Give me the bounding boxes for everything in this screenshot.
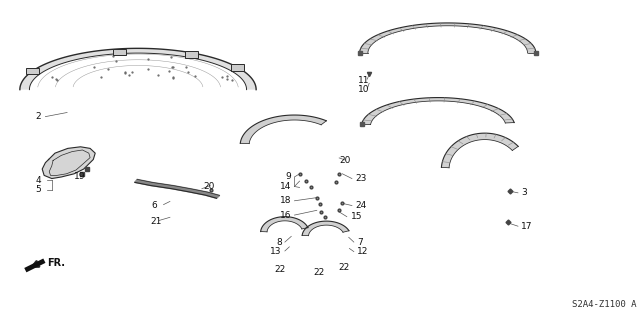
Polygon shape xyxy=(240,115,326,144)
Text: 7: 7 xyxy=(357,238,363,247)
Text: 6: 6 xyxy=(151,201,157,210)
Text: 17: 17 xyxy=(521,222,532,231)
Polygon shape xyxy=(42,147,95,179)
Text: 9: 9 xyxy=(285,173,291,182)
Text: 12: 12 xyxy=(357,247,369,256)
Polygon shape xyxy=(362,98,514,124)
Text: 22: 22 xyxy=(339,263,350,272)
Polygon shape xyxy=(360,23,536,53)
Polygon shape xyxy=(442,133,518,168)
Text: 24: 24 xyxy=(355,201,366,210)
Text: 19: 19 xyxy=(74,173,86,182)
Text: 11: 11 xyxy=(358,76,369,85)
Text: 4: 4 xyxy=(35,176,41,185)
Text: 15: 15 xyxy=(351,212,362,221)
Text: 16: 16 xyxy=(280,211,291,219)
Text: 14: 14 xyxy=(280,182,291,191)
Text: 8: 8 xyxy=(276,238,282,247)
Text: 22: 22 xyxy=(313,268,324,277)
Polygon shape xyxy=(260,217,308,232)
Text: 13: 13 xyxy=(270,247,282,256)
Text: 20: 20 xyxy=(339,156,351,165)
Polygon shape xyxy=(135,179,220,198)
Text: 10: 10 xyxy=(358,85,369,94)
Text: 18: 18 xyxy=(280,196,291,205)
Text: 3: 3 xyxy=(521,188,527,197)
Text: 21: 21 xyxy=(151,217,162,226)
Polygon shape xyxy=(28,263,39,269)
Text: FR.: FR. xyxy=(47,258,65,268)
Polygon shape xyxy=(302,221,349,236)
Text: 20: 20 xyxy=(204,182,215,191)
FancyBboxPatch shape xyxy=(113,49,126,55)
Text: 5: 5 xyxy=(35,185,41,194)
FancyBboxPatch shape xyxy=(232,64,244,71)
FancyBboxPatch shape xyxy=(26,68,39,74)
Text: 23: 23 xyxy=(355,174,367,183)
FancyBboxPatch shape xyxy=(185,51,198,58)
Text: S2A4-Z1100 A: S2A4-Z1100 A xyxy=(572,300,636,309)
Text: 2: 2 xyxy=(35,112,41,121)
Text: 22: 22 xyxy=(275,264,286,274)
Polygon shape xyxy=(20,48,256,90)
